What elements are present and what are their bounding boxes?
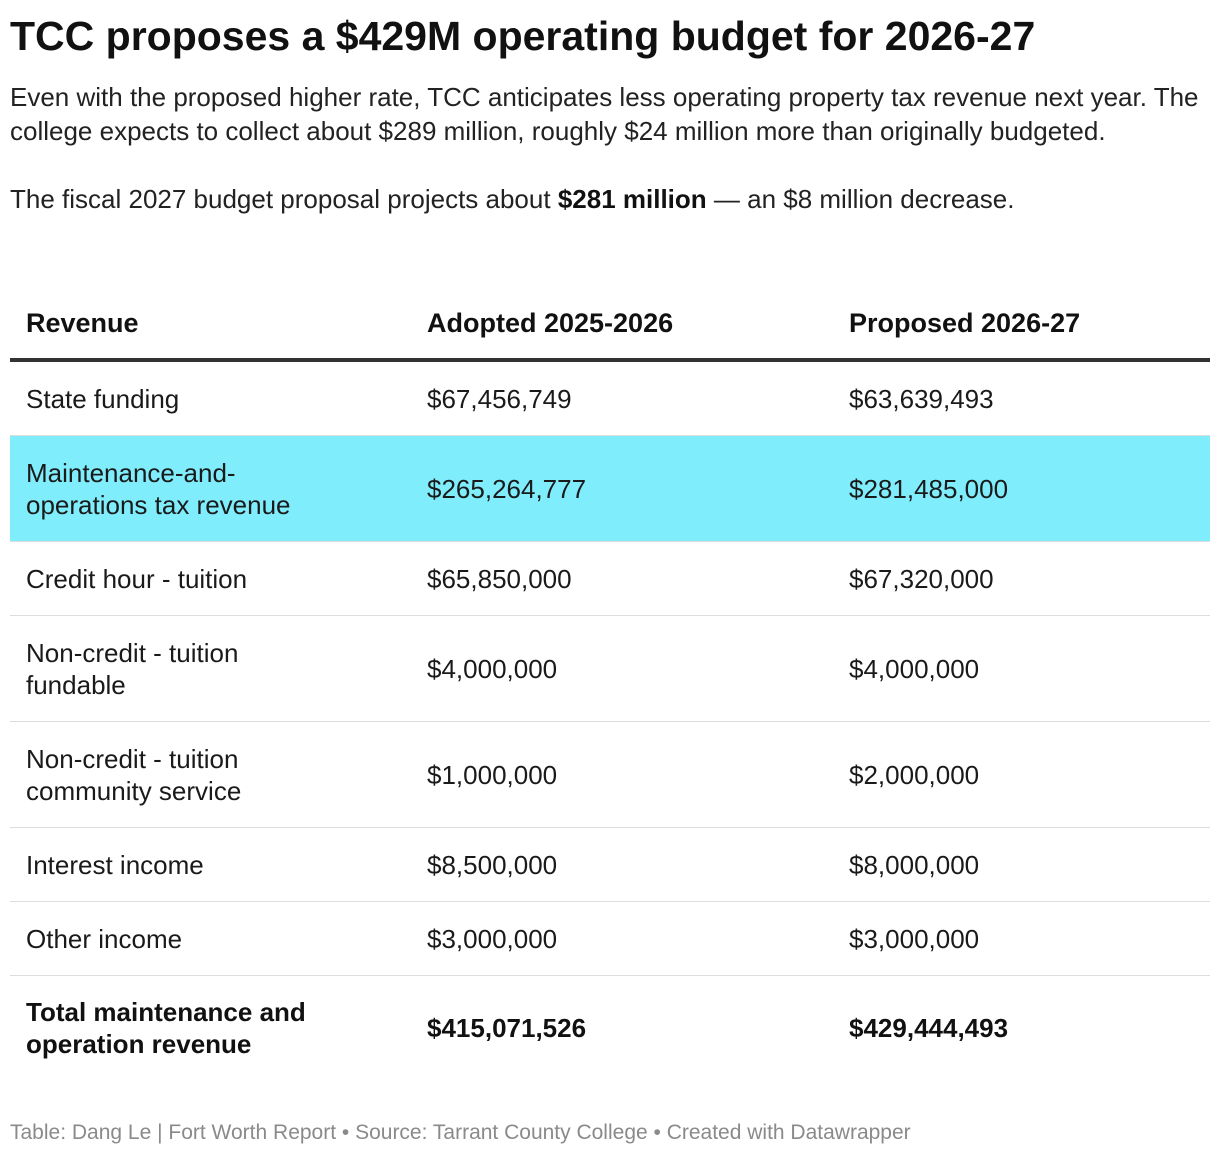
- proposed-value: $67,320,000: [833, 541, 1210, 616]
- row-label: State funding: [10, 360, 411, 436]
- total-label: Total maintenance and operation revenue: [10, 976, 411, 1081]
- proposed-value: $3,000,000: [833, 901, 1210, 976]
- description-text-after: — an $8 million decrease.: [706, 184, 1015, 214]
- total-label-text: Total maintenance and operation revenue: [26, 997, 306, 1059]
- table-row: Non-credit - tuition fundable $4,000,000…: [10, 615, 1210, 722]
- description-paragraph-2: The fiscal 2027 budget proposal projects…: [10, 182, 1210, 216]
- table-row-highlighted: Maintenance-and-operations tax revenue $…: [10, 435, 1210, 542]
- row-label: Maintenance-and-operations tax revenue: [10, 435, 411, 542]
- row-label: Non-credit - tuition community service: [10, 721, 411, 828]
- column-header-adopted[interactable]: Adopted 2025-2026: [411, 288, 833, 362]
- revenue-table: Revenue Adopted 2025-2026 Proposed 2026-…: [10, 288, 1210, 1080]
- table-row: Other income $3,000,000 $3,000,000: [10, 901, 1210, 976]
- column-header-revenue[interactable]: Revenue: [10, 288, 411, 362]
- row-label: Non-credit - tuition fundable: [10, 615, 411, 722]
- total-adopted-value: $415,071,526: [427, 1013, 587, 1043]
- total-proposed-value: $429,444,493: [849, 1013, 1009, 1043]
- row-label-text: Non-credit - tuition fundable: [26, 637, 239, 700]
- proposed-value: $4,000,000: [833, 615, 1210, 722]
- adopted-value: $65,850,000: [411, 541, 833, 616]
- proposed-value: $8,000,000: [833, 827, 1210, 902]
- description-text-before: The fiscal 2027 budget proposal projects…: [10, 184, 558, 214]
- adopted-value: $1,000,000: [411, 721, 833, 828]
- column-header-proposed[interactable]: Proposed 2026-27: [833, 288, 1210, 362]
- description-paragraph-1: Even with the proposed higher rate, TCC …: [10, 82, 1199, 146]
- adopted-value: $8,500,000: [411, 827, 833, 902]
- source-credits: Table: Dang Le | Fort Worth Report • Sou…: [10, 1121, 911, 1144]
- proposed-value: $63,639,493: [833, 360, 1210, 436]
- row-label: Other income: [10, 901, 411, 976]
- table-row: Credit hour - tuition $65,850,000 $67,32…: [10, 541, 1210, 616]
- table-row: Interest income $8,500,000 $8,000,000: [10, 827, 1210, 902]
- chart-description: Even with the proposed higher rate, TCC …: [10, 80, 1210, 216]
- proposed-value: $281,485,000: [833, 435, 1210, 542]
- row-label-text: Non-credit - tuition community service: [26, 743, 242, 806]
- table-total-row: Total maintenance and operation revenue …: [10, 976, 1210, 1081]
- description-highlight-amount: $281 million: [557, 184, 707, 214]
- adopted-value: $265,264,777: [411, 435, 833, 542]
- chart-title: TCC proposes a $429M operating budget fo…: [10, 13, 1036, 59]
- table-header-row: Revenue Adopted 2025-2026 Proposed 2026-…: [10, 288, 1210, 362]
- table-row: State funding $67,456,749 $63,639,493: [10, 360, 1210, 436]
- adopted-value: $67,456,749: [411, 360, 833, 436]
- proposed-value: $2,000,000: [833, 721, 1210, 828]
- adopted-value: $4,000,000: [411, 615, 833, 722]
- table-row: Non-credit - tuition community service $…: [10, 721, 1210, 828]
- row-label-text: Maintenance-and-operations tax revenue: [26, 457, 291, 520]
- row-label: Interest income: [10, 827, 411, 902]
- row-label: Credit hour - tuition: [10, 541, 411, 616]
- adopted-value: $3,000,000: [411, 901, 833, 976]
